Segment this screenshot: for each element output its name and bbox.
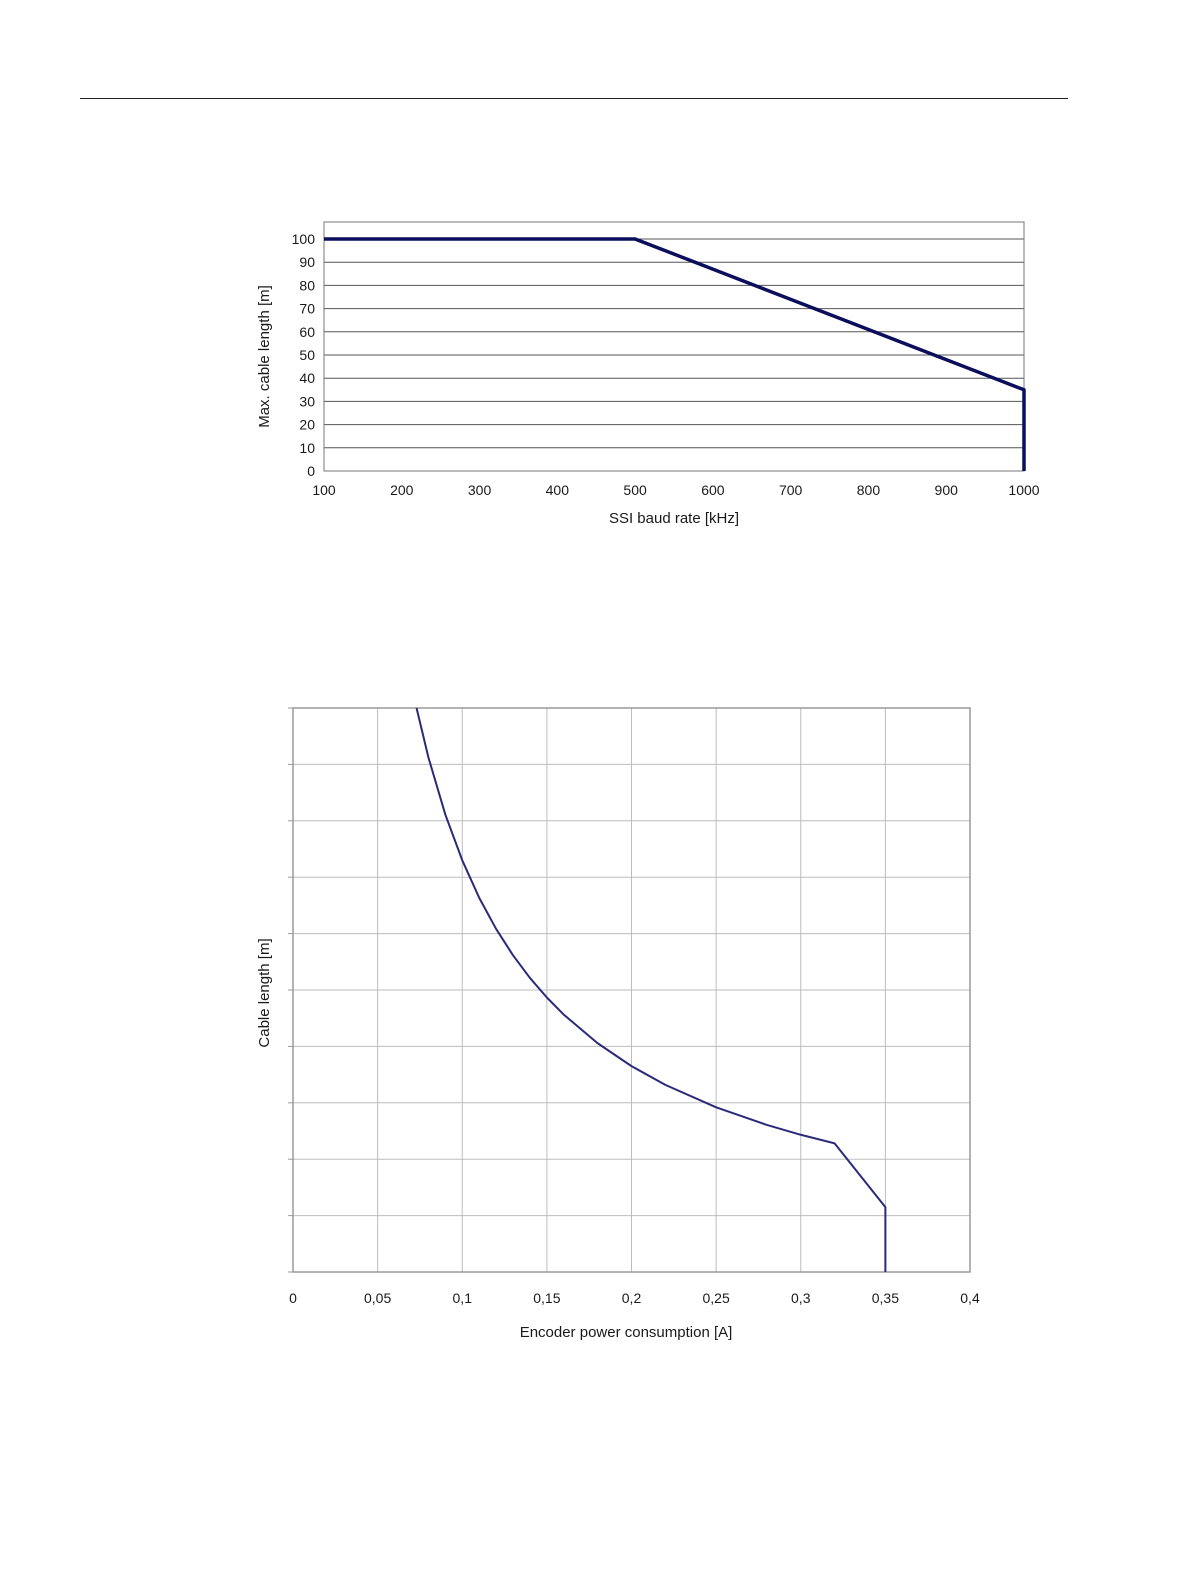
- chart2-x-tick-0: 0: [289, 1290, 297, 1306]
- chart1-x-tick-2: 300: [468, 482, 492, 498]
- chart1-y-tick-4: 40: [299, 370, 315, 386]
- chart1-plot-frame: [323, 221, 1025, 472]
- chart1-x-tick-9: 1000: [1008, 482, 1039, 498]
- chart2-y-axis-label: Cable length [m]: [256, 938, 273, 1047]
- chart1-x-tick-8: 900: [935, 482, 959, 498]
- chart2-x-tick-5: 0,25: [703, 1290, 730, 1306]
- chart2-x-tick-8: 0,4: [960, 1290, 980, 1306]
- chart2-x-tick-4: 0,2: [622, 1290, 642, 1306]
- chart1-x-tick-3: 400: [546, 482, 570, 498]
- chart1-y-tick-3: 30: [299, 393, 315, 409]
- chart2-x-axis-label: Encoder power consumption [A]: [520, 1324, 733, 1341]
- chart2-x-tick-1: 0,05: [364, 1290, 391, 1306]
- chart1-y-tick-9: 90: [299, 254, 315, 270]
- chart1-y-tick-8: 80: [299, 277, 315, 293]
- chart1-gridlines: [324, 238, 1024, 449]
- page-header-rule: [80, 98, 1068, 99]
- chart1-y-axis-label: Max. cable length [m]: [256, 285, 273, 428]
- chart1-x-tick-6: 700: [779, 482, 803, 498]
- chart1-x-tick-labels: 100 200 300 400 500 600 700 800 900 1000: [312, 482, 1039, 498]
- chart2-series-line: [415, 707, 887, 1272]
- chart1-y-tick-2: 20: [299, 417, 315, 433]
- baud-rate-chart: 0 10 20 30 40 50 60 70 80 90 100 100 200 300 400 500 60…: [256, 221, 1040, 527]
- chart1-x-tick-4: 500: [623, 482, 647, 498]
- chart2-y-tick-marks: [288, 707, 293, 1273]
- chart2-gridlines: [293, 708, 970, 1272]
- chart1-x-tick-0: 100: [312, 482, 336, 498]
- chart2-x-tick-7: 0,35: [872, 1290, 899, 1306]
- chart2-x-tick-labels: 0 0,05 0,1 0,15 0,2 0,25 0,3 0,35 0,4: [289, 1290, 980, 1306]
- chart2-x-tick-3: 0,15: [533, 1290, 560, 1306]
- chart1-y-tick-1: 10: [299, 440, 315, 456]
- chart2-x-tick-6: 0,3: [791, 1290, 811, 1306]
- chart1-y-tick-10: 100: [292, 231, 316, 247]
- chart1-x-tick-7: 800: [857, 482, 881, 498]
- chart1-y-tick-6: 60: [299, 324, 315, 340]
- chart1-y-tick-5: 50: [299, 347, 315, 363]
- chart1-series-line: [324, 237, 1026, 471]
- chart1-x-tick-1: 200: [390, 482, 414, 498]
- chart1-x-axis-label: SSI baud rate [kHz]: [609, 510, 739, 527]
- chart2-x-tick-2: 0,1: [453, 1290, 473, 1306]
- chart1-y-tick-labels: 0 10 20 30 40 50 60 70 80 90 100: [292, 231, 316, 479]
- chart1-y-tick-7: 70: [299, 301, 315, 317]
- chart2-plot-frame: [292, 707, 971, 1273]
- chart1-x-tick-5: 600: [701, 482, 725, 498]
- chart1-y-tick-0: 0: [307, 463, 315, 479]
